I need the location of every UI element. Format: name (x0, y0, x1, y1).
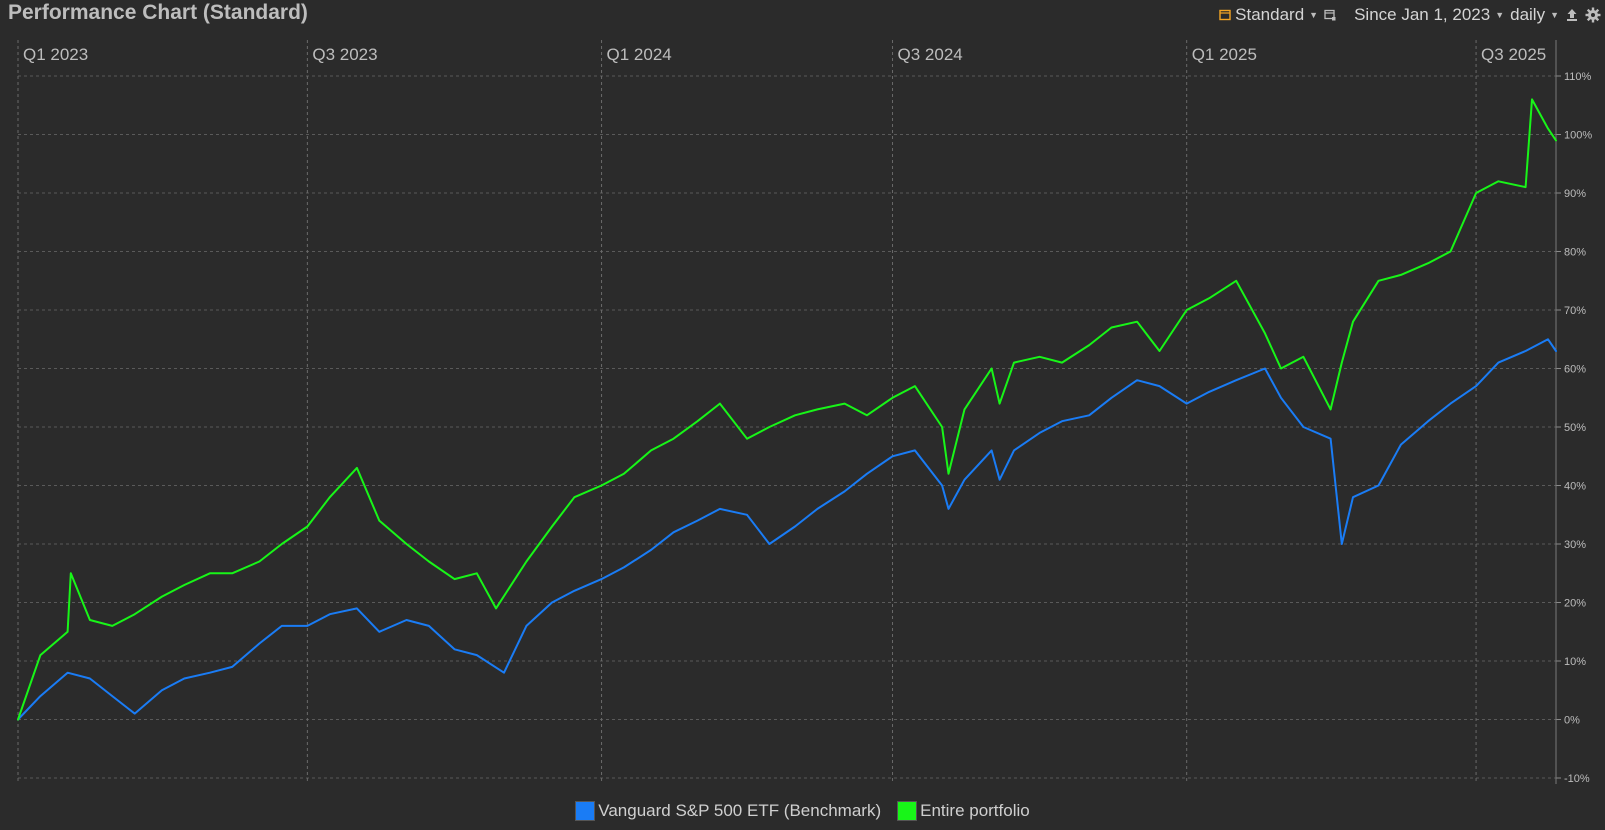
interval-selector-label: daily (1510, 5, 1546, 24)
legend-item-benchmark[interactable]: Vanguard S&P 500 ETF (Benchmark) (575, 801, 881, 821)
legend-item-portfolio[interactable]: Entire portfolio (897, 801, 1030, 821)
y-tick-label: 110% (1564, 71, 1592, 83)
y-tick-label: 30% (1564, 539, 1586, 551)
performance-chart: -10% 0% 10% 20% 30% 40% 50% 60% 70% 80% 90% 100% 110… (17, 40, 1592, 785)
series-line-benchmark (17, 338, 1557, 721)
y-tick-label: 100% (1564, 130, 1592, 142)
y-tick-label: 20% (1564, 598, 1586, 610)
chart-header: Performance Chart (Standard) Standard ▼ … (0, 0, 1605, 30)
y-tick-label: 60% (1564, 364, 1586, 376)
y-tick-label: 40% (1564, 481, 1586, 493)
series-line-portfolio (17, 98, 1557, 721)
period-selector-label: Since Jan 1, 2023 (1354, 5, 1491, 24)
settings-button[interactable] (1585, 7, 1601, 23)
period-selector[interactable]: Since Jan 1, 2023 ▼ (1354, 5, 1504, 25)
window-icon (1324, 9, 1336, 21)
gear-icon (1585, 7, 1601, 23)
x-tick-label: Q3 2025 (1481, 45, 1546, 64)
interval-selector[interactable]: daily ▼ (1510, 5, 1559, 25)
y-tick-label: 50% (1564, 422, 1586, 434)
x-tick-label: Q3 2023 (312, 45, 377, 64)
toolbar: Standard ▼ Since Jan 1, 2023 ▼ daily ▼ (1219, 3, 1601, 27)
x-tick-label: Q1 2024 (607, 45, 672, 64)
grid-layer (17, 40, 1561, 784)
y-tick-label: 80% (1564, 247, 1586, 259)
y-tick-label: 70% (1564, 305, 1586, 317)
legend-swatch-benchmark (575, 801, 596, 821)
x-tick-label: Q1 2025 (1192, 45, 1257, 64)
view-selector-label: Standard (1235, 5, 1305, 24)
y-tick-label: 10% (1564, 656, 1586, 668)
layout-icon (1219, 9, 1231, 21)
legend-label-benchmark: Vanguard S&P 500 ETF (Benchmark) (598, 801, 882, 820)
x-tick-label: Q3 2024 (898, 45, 963, 64)
legend: Vanguard S&P 500 ETF (Benchmark) Entire … (0, 798, 1605, 824)
page-title: Performance Chart (Standard) (8, 1, 308, 24)
export-button[interactable] (1565, 8, 1579, 22)
chevron-down-icon: ▼ (1495, 10, 1505, 20)
label-layer: -10% 0% 10% 20% 30% 40% 50% 60% 70% 80% 90% 100% 110… (23, 45, 1592, 785)
legend-swatch-portfolio (897, 801, 918, 821)
y-tick-label: 0% (1564, 715, 1580, 727)
export-icon (1567, 9, 1577, 21)
y-tick-label: -10% (1564, 773, 1590, 785)
y-tick-label: 90% (1564, 188, 1586, 200)
chevron-down-icon: ▼ (1550, 10, 1559, 20)
legend-label-portfolio: Entire portfolio (920, 801, 1030, 820)
chevron-down-icon: ▼ (1309, 10, 1319, 20)
view-selector[interactable]: Standard ▼ (1219, 5, 1318, 25)
series-layer (17, 98, 1557, 721)
compare-button[interactable] (1324, 9, 1336, 21)
x-tick-label: Q1 2023 (23, 45, 88, 64)
